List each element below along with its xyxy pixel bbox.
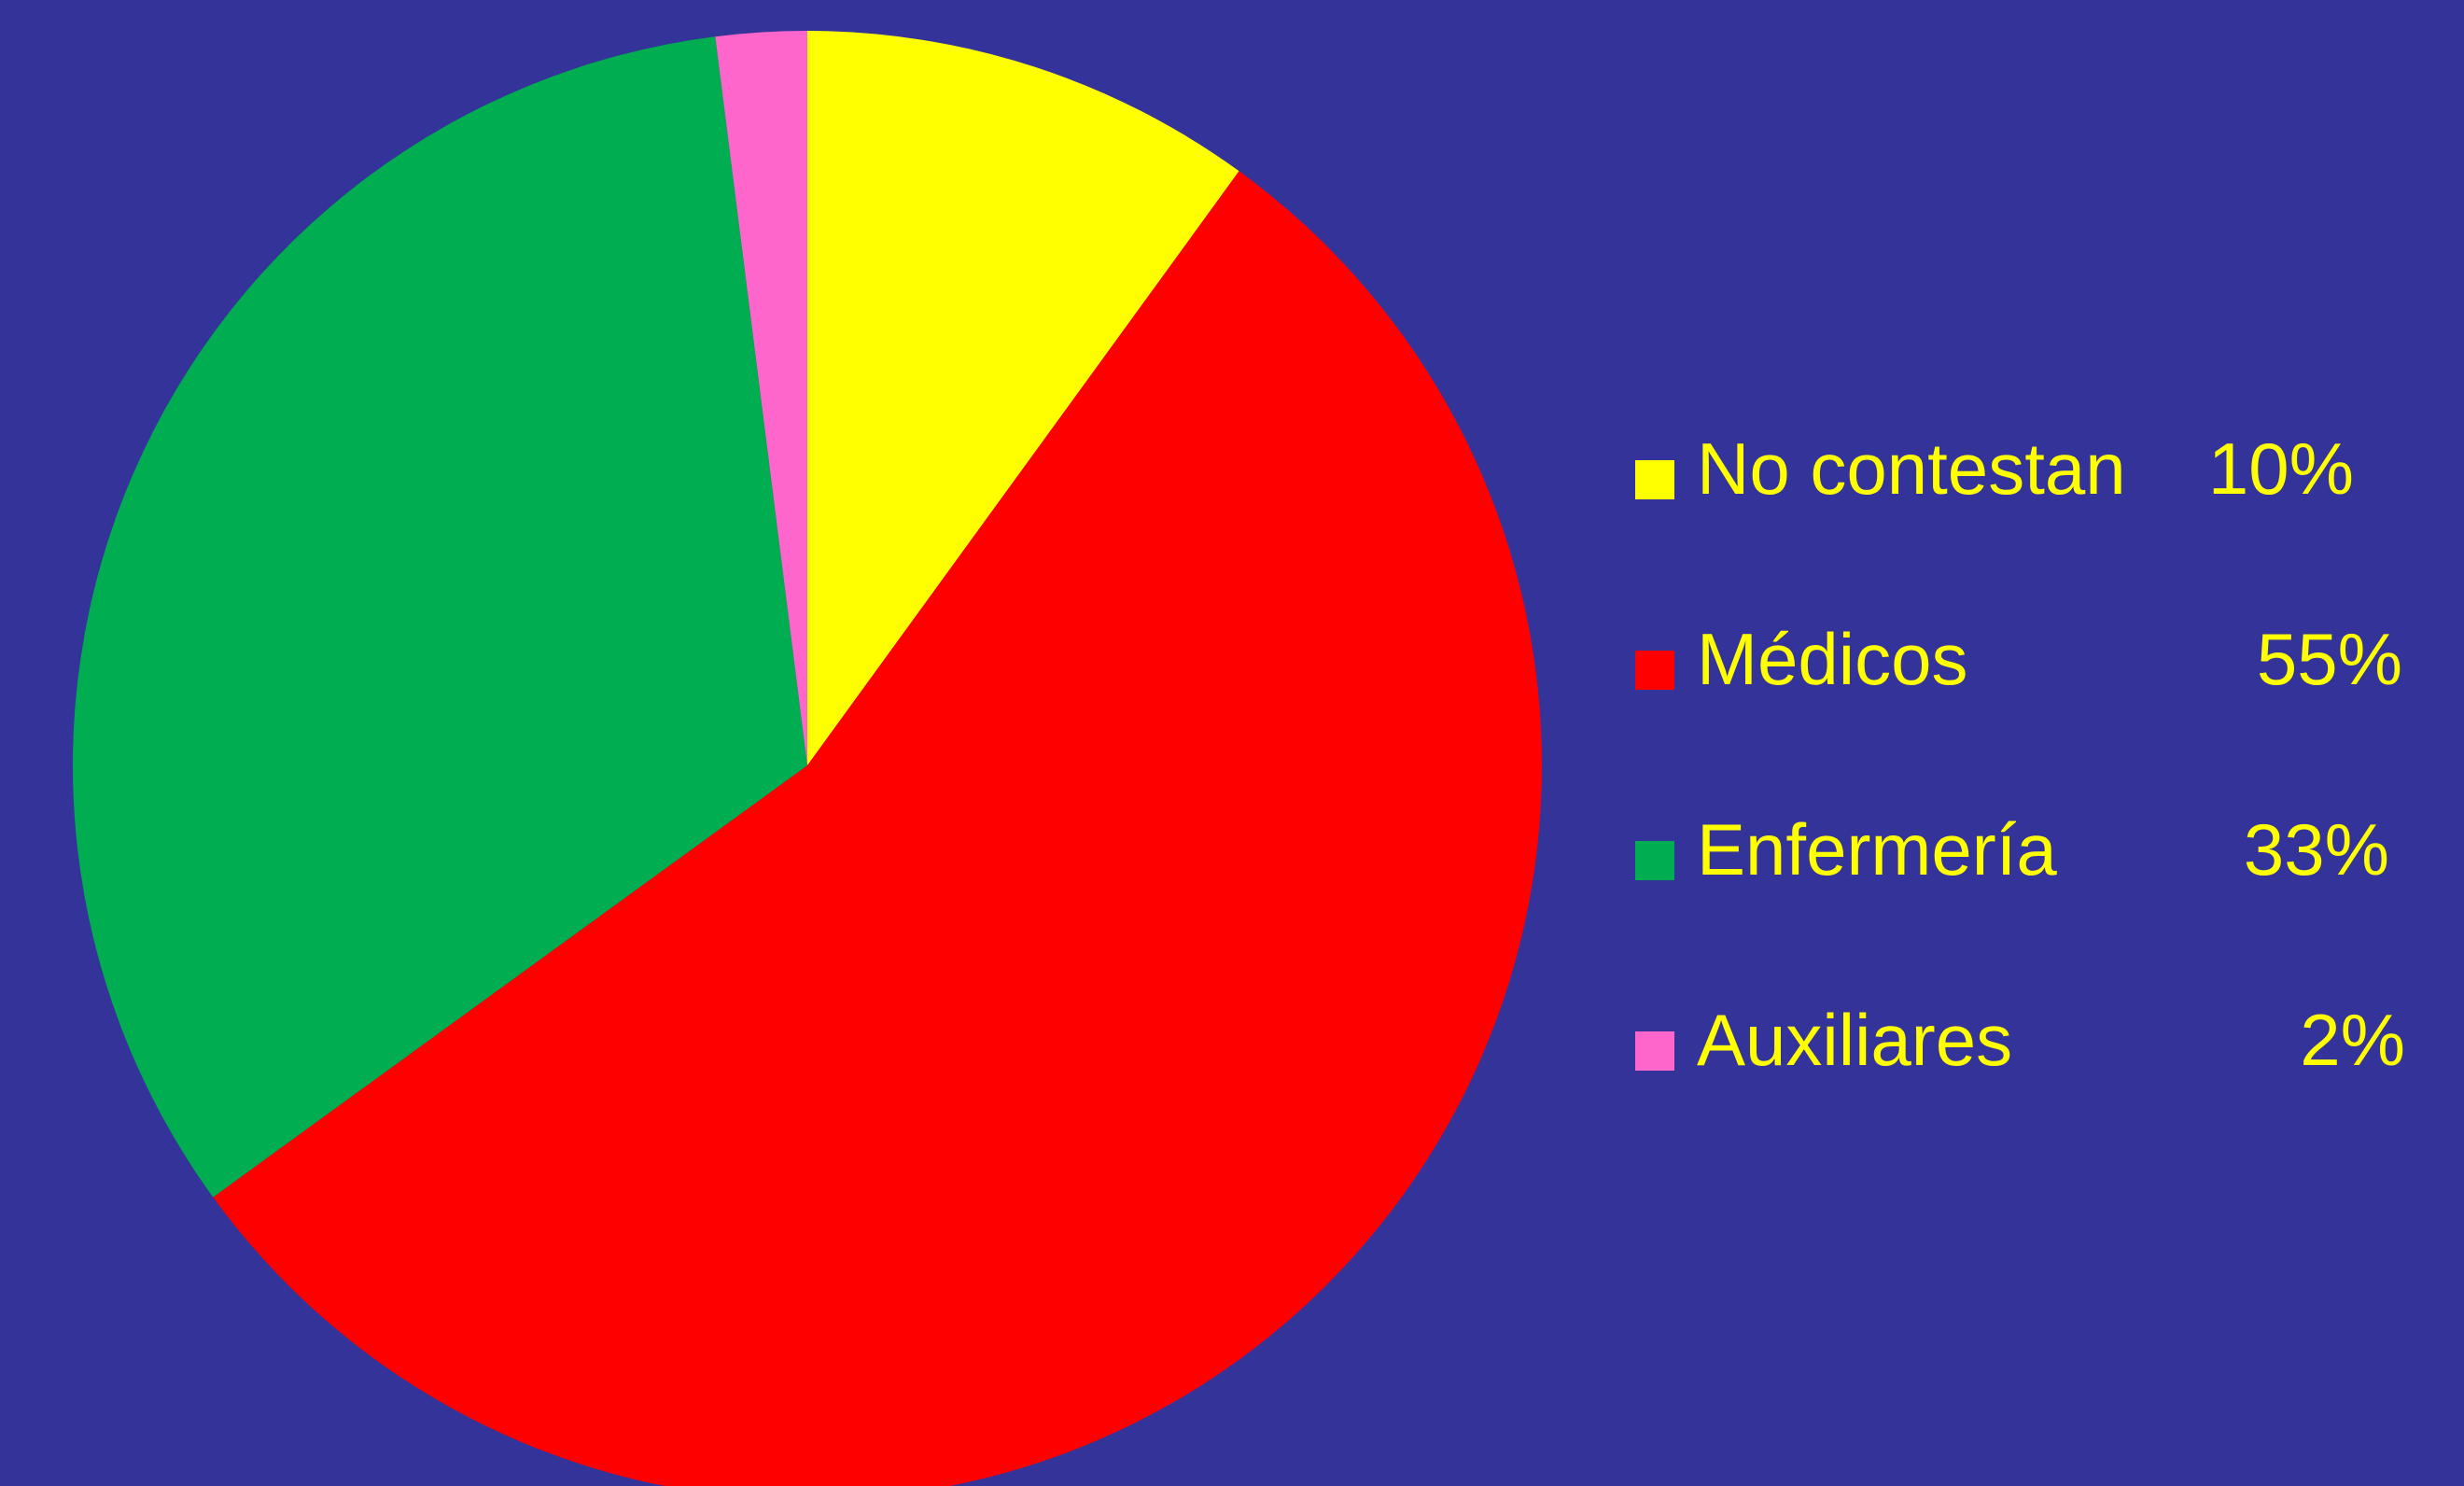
legend: No contestan 10% Médicos 55% Enfermería … <box>1635 425 2457 1186</box>
pie-slice-medicos <box>213 171 1542 1486</box>
legend-item-medicos: Médicos 55% <box>1635 615 2457 703</box>
legend-swatch <box>1635 460 1674 499</box>
legend-label: Auxiliares <box>1697 999 2013 1081</box>
legend-swatch <box>1635 841 1674 880</box>
legend-item-no-contestan: No contestan 10% <box>1635 425 2457 512</box>
legend-label: Enfermería <box>1697 808 2057 890</box>
legend-percent: 10% <box>2207 428 2354 510</box>
legend-item-enfermeria: Enfermería 33% <box>1635 806 2457 893</box>
legend-percent: 2% <box>2300 999 2405 1081</box>
legend-label: No contestan <box>1697 428 2126 510</box>
legend-swatch <box>1635 1031 1674 1071</box>
pie-slice-auxiliares <box>715 31 807 765</box>
legend-percent: 55% <box>2256 618 2402 700</box>
legend-percent: 33% <box>2243 808 2389 890</box>
pie-chart <box>72 31 1542 1486</box>
legend-item-auxiliares: Auxiliares 2% <box>1635 996 2457 1084</box>
pie-slice-no-contestan <box>807 31 1239 765</box>
legend-label: Médicos <box>1697 618 1968 700</box>
pie-slice-enfermeria <box>72 36 808 1198</box>
legend-swatch <box>1635 651 1674 690</box>
